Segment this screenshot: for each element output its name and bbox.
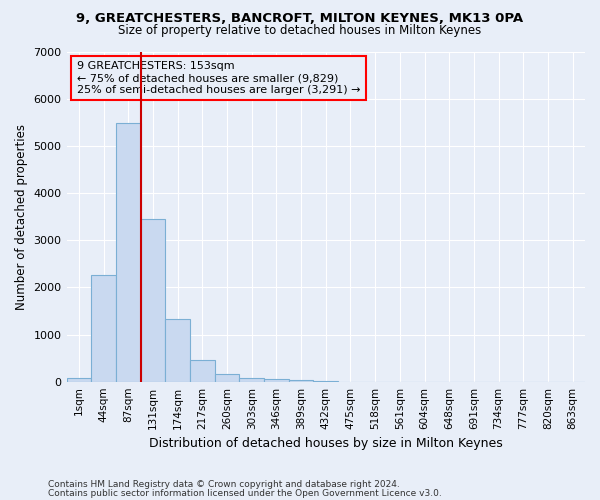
Y-axis label: Number of detached properties: Number of detached properties [15,124,28,310]
Text: 9, GREATCHESTERS, BANCROFT, MILTON KEYNES, MK13 0PA: 9, GREATCHESTERS, BANCROFT, MILTON KEYNE… [76,12,524,26]
Bar [289,380,313,382]
X-axis label: Distribution of detached houses by size in Milton Keynes: Distribution of detached houses by size … [149,437,503,450]
Bar [239,378,264,382]
Text: Contains HM Land Registry data © Crown copyright and database right 2024.: Contains HM Land Registry data © Crown c… [48,480,400,489]
Bar [190,360,215,382]
Bar [215,374,239,382]
Bar [165,320,190,382]
Bar [91,274,116,382]
Bar [116,123,140,382]
Text: Size of property relative to detached houses in Milton Keynes: Size of property relative to detached ho… [118,24,482,37]
Bar [140,220,165,382]
Bar [67,378,91,382]
Bar [264,379,289,382]
Text: Contains public sector information licensed under the Open Government Licence v3: Contains public sector information licen… [48,488,442,498]
Text: 9 GREATCHESTERS: 153sqm
← 75% of detached houses are smaller (9,829)
25% of semi: 9 GREATCHESTERS: 153sqm ← 75% of detache… [77,62,361,94]
